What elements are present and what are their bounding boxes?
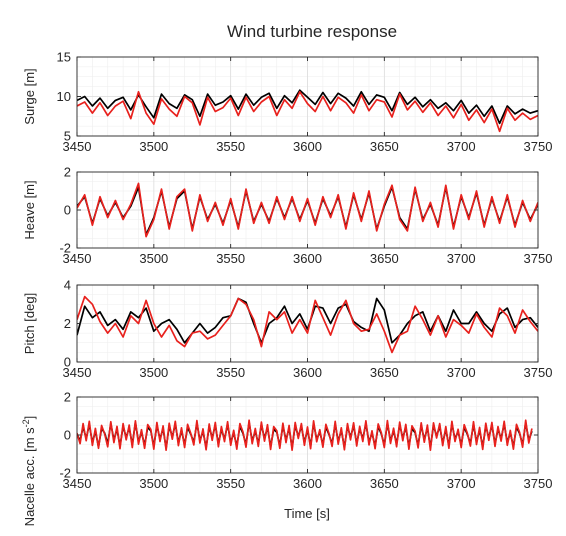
y-axis-label: Pitch [deg] bbox=[22, 293, 37, 354]
x-tick-label: 3550 bbox=[216, 476, 245, 491]
series-line-black bbox=[77, 89, 538, 125]
series-line-red bbox=[77, 182, 538, 238]
series-line-red bbox=[77, 295, 538, 354]
y-tick-label: 15 bbox=[57, 50, 71, 65]
y-tick-label: 4 bbox=[64, 278, 71, 293]
x-tick-label: 3600 bbox=[293, 139, 322, 154]
subplot-4: 3450 3500 3550 3600 3650 3700 3750 -2 0 2 Nacelle … bbox=[21, 390, 552, 527]
x-tick-label: 3700 bbox=[447, 251, 476, 266]
x-tick-label: 3500 bbox=[139, 365, 168, 380]
x-tick-label: 3750 bbox=[524, 251, 553, 266]
y-axis-label: Surge [m] bbox=[22, 68, 37, 124]
x-tick-label: 3500 bbox=[139, 139, 168, 154]
x-tick-label: 3700 bbox=[447, 476, 476, 491]
y-tick-label: 2 bbox=[64, 165, 71, 180]
x-tick-label: 3600 bbox=[293, 365, 322, 380]
x-tick-label: 3450 bbox=[63, 139, 92, 154]
y-tick-label: 0 bbox=[64, 428, 71, 443]
subplot-3: 3450 3500 3550 3600 3650 3700 3750 0 2 4 Pitch [de… bbox=[22, 278, 552, 381]
y-tick-label: 10 bbox=[57, 89, 71, 104]
x-tick-label: 3700 bbox=[447, 365, 476, 380]
x-tick-label: 3550 bbox=[216, 251, 245, 266]
x-tick-label: 3500 bbox=[139, 476, 168, 491]
y-tick-label: 2 bbox=[64, 316, 71, 331]
y-tick-label: -2 bbox=[59, 466, 71, 481]
x-axis-label: Time [s] bbox=[284, 506, 330, 521]
x-tick-label: 3600 bbox=[293, 476, 322, 491]
x-tick-label: 3700 bbox=[447, 139, 476, 154]
x-tick-label: 3750 bbox=[524, 476, 553, 491]
series-line-red bbox=[77, 90, 538, 133]
figure-title: Wind turbine response bbox=[227, 22, 397, 41]
y-tick-label: 5 bbox=[64, 129, 71, 144]
subplot-stack: 3450 3500 3550 3600 3650 3700 3750 5 10 15 Surge [… bbox=[21, 50, 552, 527]
y-tick-label: 2 bbox=[64, 390, 71, 405]
series-line-red bbox=[77, 419, 533, 452]
x-tick-label: 3450 bbox=[63, 251, 92, 266]
series-line-black bbox=[77, 297, 538, 344]
y-tick-label: 0 bbox=[64, 203, 71, 218]
x-tick-label: 3750 bbox=[524, 365, 553, 380]
x-tick-label: 3450 bbox=[63, 365, 92, 380]
x-tick-label: 3550 bbox=[216, 139, 245, 154]
x-tick-label: 3750 bbox=[524, 139, 553, 154]
y-axis-label: Nacelle acc. [m s-2] bbox=[21, 416, 37, 527]
x-tick-label: 3600 bbox=[293, 251, 322, 266]
y-tick-label: -2 bbox=[59, 241, 71, 256]
x-tick-label: 3650 bbox=[370, 365, 399, 380]
x-tick-label: 3450 bbox=[63, 476, 92, 491]
y-tick-label: 0 bbox=[64, 355, 71, 370]
y-axis-label: Heave [m] bbox=[22, 180, 37, 239]
x-tick-label: 3650 bbox=[370, 251, 399, 266]
x-tick-label: 3500 bbox=[139, 251, 168, 266]
x-tick-label: 3650 bbox=[370, 476, 399, 491]
x-tick-label: 3650 bbox=[370, 139, 399, 154]
subplot-1: 3450 3500 3550 3600 3650 3700 3750 5 10 15 Surge [… bbox=[22, 50, 552, 155]
subplot-2: 3450 3500 3550 3600 3650 3700 3750 -2 0 2 Heave [m… bbox=[22, 165, 552, 267]
x-tick-label: 3550 bbox=[216, 365, 245, 380]
